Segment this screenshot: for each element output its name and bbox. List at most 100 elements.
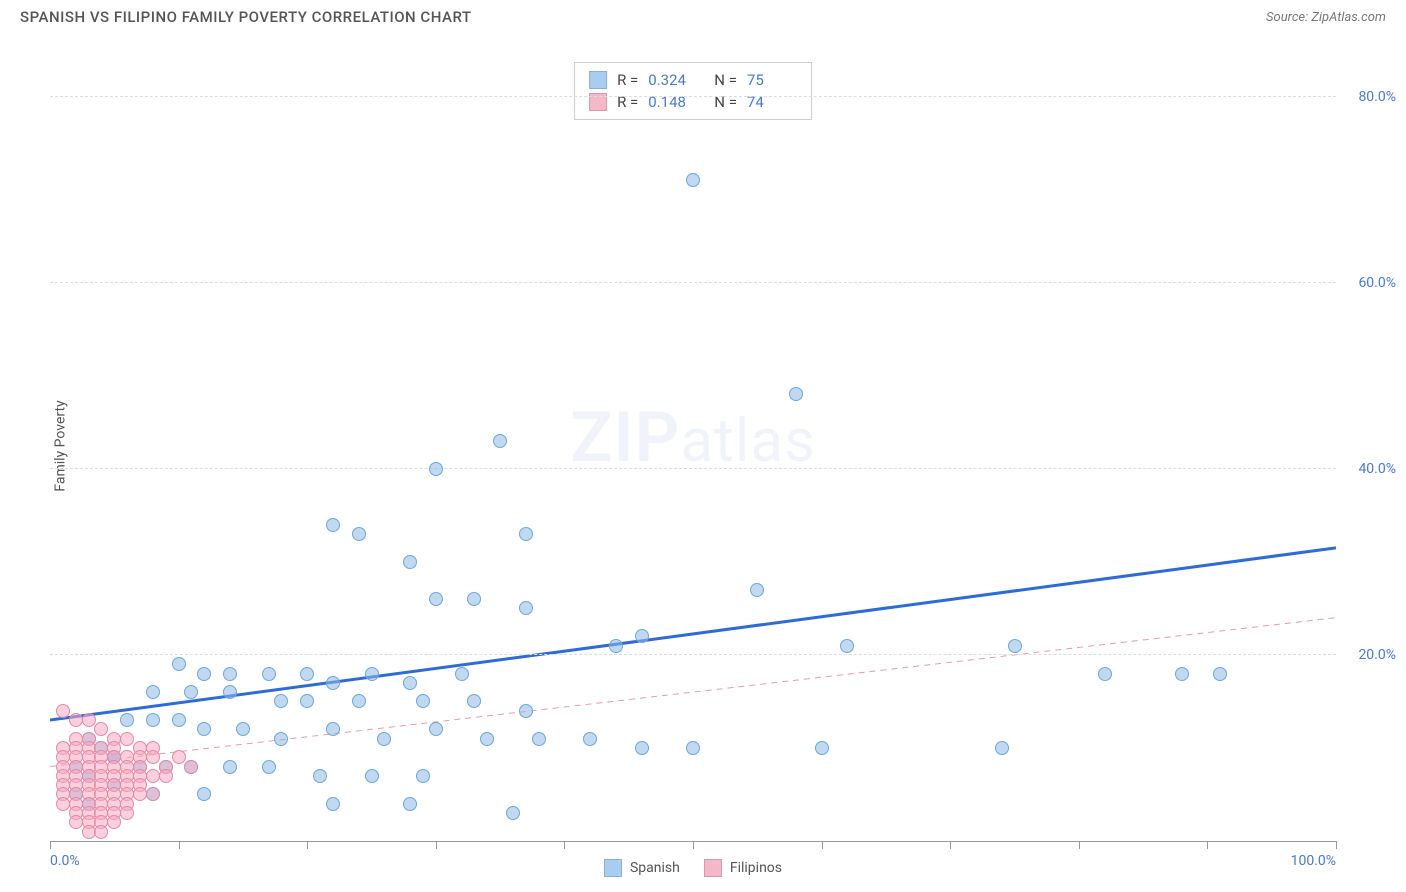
data-point — [995, 741, 1009, 755]
x-axis-min-label: 0.0% — [50, 853, 80, 869]
data-point — [172, 713, 186, 727]
swatch-spanish — [589, 71, 607, 89]
bottom-legend: Spanish Filipinos — [604, 859, 782, 877]
x-tick — [1079, 841, 1080, 849]
data-point — [184, 685, 198, 699]
data-point — [480, 732, 494, 746]
data-point — [403, 555, 417, 569]
data-point — [223, 685, 237, 699]
data-point — [326, 797, 340, 811]
data-point — [120, 806, 134, 820]
data-point — [455, 667, 469, 681]
data-point — [172, 750, 186, 764]
gridline — [50, 96, 1336, 97]
data-point — [365, 769, 379, 783]
legend-swatch-filipinos — [704, 859, 722, 877]
stats-legend-box: R = 0.324 N = 75 R = 0.148 N = 74 — [574, 62, 812, 120]
data-point — [532, 732, 546, 746]
x-tick — [564, 841, 565, 849]
stats-row-filipinos: R = 0.148 N = 74 — [589, 91, 797, 113]
data-point — [1098, 667, 1112, 681]
data-point — [313, 769, 327, 783]
legend-item-spanish: Spanish — [604, 859, 680, 877]
data-point — [506, 806, 520, 820]
x-tick — [1336, 841, 1337, 849]
data-point — [184, 760, 198, 774]
data-point — [274, 694, 288, 708]
source-label: Source: ZipAtlas.com — [1266, 10, 1386, 25]
y-tick-label: 60.0% — [1341, 275, 1396, 291]
gridline — [50, 654, 1336, 655]
data-point — [236, 722, 250, 736]
data-point — [1213, 667, 1227, 681]
x-tick — [436, 841, 437, 849]
data-point — [300, 694, 314, 708]
data-point — [429, 462, 443, 476]
data-point — [686, 741, 700, 755]
data-point — [493, 434, 507, 448]
data-point — [120, 713, 134, 727]
data-point — [326, 676, 340, 690]
data-point — [146, 750, 160, 764]
x-tick — [179, 841, 180, 849]
data-point — [416, 769, 430, 783]
data-point — [82, 713, 96, 727]
y-tick-label: 80.0% — [1341, 89, 1396, 105]
data-point — [519, 704, 533, 718]
data-point — [274, 732, 288, 746]
legend-item-filipinos: Filipinos — [704, 859, 782, 877]
x-tick — [1207, 841, 1208, 849]
data-point — [197, 667, 211, 681]
data-point — [686, 173, 700, 187]
data-point — [429, 722, 443, 736]
x-tick — [822, 841, 823, 849]
data-point — [403, 797, 417, 811]
data-point — [519, 601, 533, 615]
x-tick — [307, 841, 308, 849]
legend-swatch-spanish — [604, 859, 622, 877]
data-point — [519, 527, 533, 541]
data-point — [262, 667, 276, 681]
data-point — [172, 657, 186, 671]
data-point — [326, 518, 340, 532]
stats-row-spanish: R = 0.324 N = 75 — [589, 69, 797, 91]
data-point — [635, 629, 649, 643]
data-point — [94, 722, 108, 736]
data-point — [223, 760, 237, 774]
data-point — [609, 639, 623, 653]
data-point — [146, 713, 160, 727]
data-point — [120, 732, 134, 746]
x-tick — [50, 841, 51, 849]
gridline — [50, 282, 1336, 283]
data-point — [69, 815, 83, 829]
data-point — [223, 667, 237, 681]
data-point — [416, 694, 430, 708]
chart-plot-area: ZIPatlas R = 0.324 N = 75 R = 0.148 N = … — [50, 50, 1336, 842]
data-point — [789, 387, 803, 401]
gridline — [50, 468, 1336, 469]
data-point — [326, 722, 340, 736]
data-point — [1008, 639, 1022, 653]
data-point — [377, 732, 391, 746]
data-point — [815, 741, 829, 755]
data-point — [146, 787, 160, 801]
data-point — [467, 694, 481, 708]
data-point — [635, 741, 649, 755]
data-point — [146, 685, 160, 699]
x-tick — [950, 841, 951, 849]
data-point — [197, 722, 211, 736]
x-axis-max-label: 100.0% — [1291, 853, 1336, 869]
y-tick-label: 40.0% — [1341, 461, 1396, 477]
data-point — [403, 676, 417, 690]
data-point — [197, 787, 211, 801]
data-point — [1175, 667, 1189, 681]
data-point — [429, 592, 443, 606]
data-point — [56, 704, 70, 718]
data-point — [159, 769, 173, 783]
data-point — [583, 732, 597, 746]
data-point — [352, 694, 366, 708]
watermark: ZIPatlas — [570, 396, 816, 478]
data-point — [750, 583, 764, 597]
chart-title: SPANISH VS FILIPINO FAMILY POVERTY CORRE… — [20, 8, 472, 26]
data-point — [300, 667, 314, 681]
